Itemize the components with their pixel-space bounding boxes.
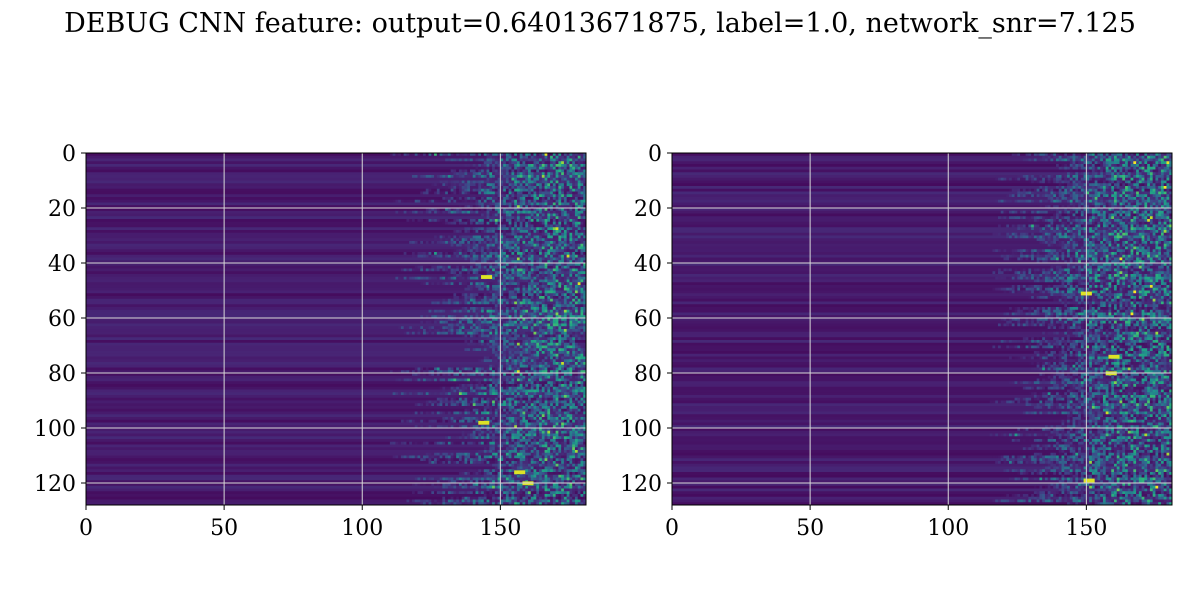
- x-tick-label: 150: [479, 516, 521, 541]
- y-tick-label: 80: [634, 362, 662, 387]
- y-tick-label: 0: [648, 142, 662, 167]
- y-tick-label: 60: [48, 307, 76, 332]
- heatmap-image: [86, 153, 586, 505]
- y-tick-label: 0: [62, 142, 76, 167]
- y-tick-label: 80: [48, 362, 76, 387]
- y-tick-label: 120: [620, 472, 662, 497]
- y-tick-label: 20: [48, 197, 76, 222]
- hotspot-mark: [1084, 479, 1095, 483]
- x-tick-label: 0: [79, 516, 93, 541]
- heatmap-panel-left: 0 50 100 150 0 20 40 60 80 100 120: [34, 142, 586, 541]
- heatmap-image: [672, 153, 1172, 505]
- heatmap-panel-right: 0 50 100 150 0 20 40 60 80 100 120: [620, 142, 1172, 541]
- x-tick-label: 50: [210, 516, 238, 541]
- y-tick-label: 40: [634, 252, 662, 277]
- x-tick-label: 0: [665, 516, 679, 541]
- hotspot-mark: [1108, 355, 1119, 359]
- hotspot-mark: [481, 275, 492, 279]
- y-tick-label: 20: [634, 197, 662, 222]
- y-tick-label: 120: [34, 472, 76, 497]
- x-tick-label: 100: [341, 516, 383, 541]
- y-tick-label: 100: [34, 417, 76, 442]
- hotspot-mark: [514, 470, 525, 474]
- x-tick-label: 100: [927, 516, 969, 541]
- x-tick-label: 150: [1065, 516, 1107, 541]
- x-tick-label: 50: [796, 516, 824, 541]
- hotspot-mark: [478, 421, 489, 425]
- y-tick-label: 40: [48, 252, 76, 277]
- y-tick-label: 100: [620, 417, 662, 442]
- y-tick-label: 60: [634, 307, 662, 332]
